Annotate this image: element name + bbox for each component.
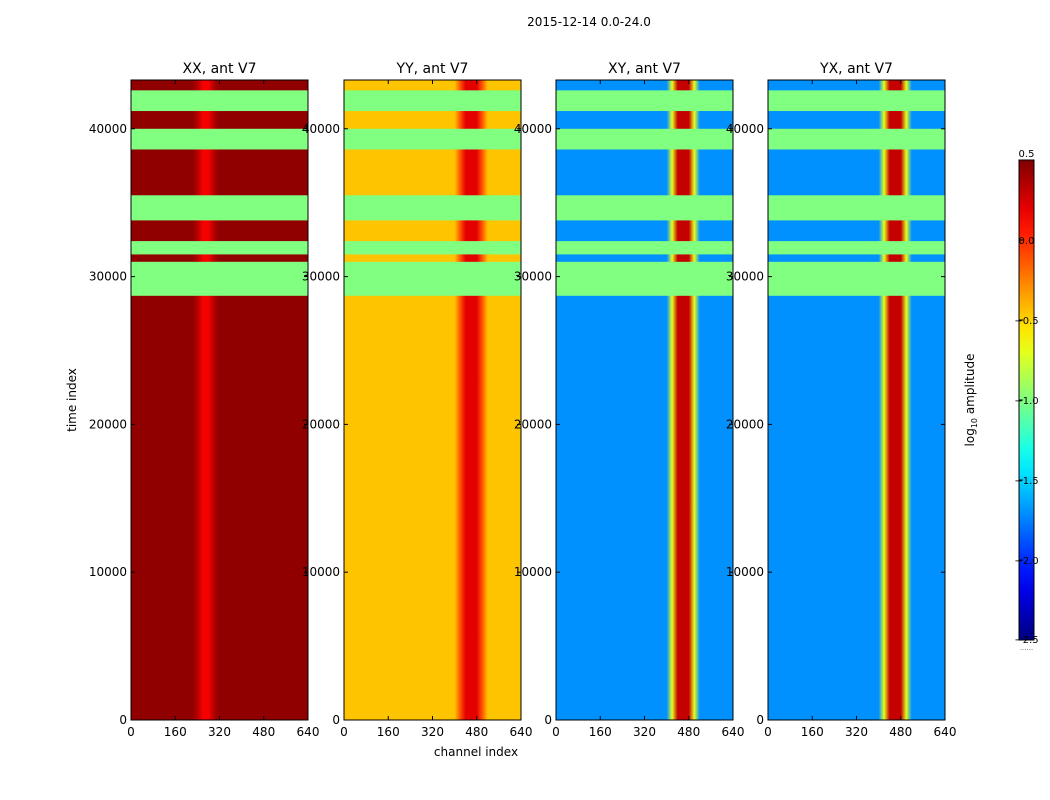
y-tick-label: 20000 xyxy=(89,417,127,431)
flagged-band xyxy=(131,261,308,296)
colorbar-tick-label: −2.0 xyxy=(1014,556,1038,567)
x-tick-label: 640 xyxy=(297,725,320,739)
colorbar-label-prefix: log xyxy=(963,428,977,446)
y-tick-label: 20000 xyxy=(302,417,340,431)
y-axis-label: time index xyxy=(65,368,79,432)
flagged-band xyxy=(556,195,733,221)
colorbar-label-sub: 10 xyxy=(970,418,979,428)
y-tick-label: 30000 xyxy=(514,270,552,284)
heatmap-body xyxy=(344,80,521,720)
flagged-band xyxy=(768,261,945,296)
flagged-band xyxy=(768,128,945,150)
panel-title: YX, ant V7 xyxy=(819,61,893,77)
x-tick-label: 480 xyxy=(465,725,488,739)
panel-0: XX, ant V7 0 160 320 480 640 0 10000 20000 30000 4… xyxy=(89,61,320,739)
y-tick-label: 20000 xyxy=(514,417,552,431)
y-tick-label: 40000 xyxy=(514,122,552,136)
colorbar-tick-label: 0.5 xyxy=(1019,149,1035,160)
x-tick-label: 640 xyxy=(722,725,745,739)
y-tick-label: 10000 xyxy=(302,565,340,579)
flagged-band xyxy=(131,195,308,221)
panel-1: YY, ant V7 0 160 320 480 640 0 10000 20000 30000 4… xyxy=(302,61,533,739)
x-tick-label: 320 xyxy=(421,725,444,739)
panel-title: YY, ant V7 xyxy=(396,61,469,77)
colorbar-footer: ...... xyxy=(1020,644,1033,652)
colorbar-tick-label: 0.0 xyxy=(1019,236,1035,247)
colorbar-label: log10 amplitude xyxy=(963,354,979,447)
x-tick-label: 640 xyxy=(934,725,957,739)
heatmap-body xyxy=(556,80,733,720)
y-tick-label: 0 xyxy=(756,713,764,727)
x-tick-label: 160 xyxy=(164,725,187,739)
flagged-band xyxy=(131,241,308,255)
x-tick-label: 0 xyxy=(340,725,348,739)
panel-title: XX, ant V7 xyxy=(183,61,257,77)
y-tick-label: 40000 xyxy=(89,122,127,136)
heatmap-body xyxy=(131,80,308,720)
x-tick-label: 160 xyxy=(589,725,612,739)
flagged-band xyxy=(556,90,733,112)
x-tick-label: 320 xyxy=(633,725,656,739)
colorbar-tick-label: −2.5 xyxy=(1014,635,1038,646)
x-tick-label: 0 xyxy=(552,725,560,739)
y-tick-label: 40000 xyxy=(302,122,340,136)
y-tick-label: 0 xyxy=(332,713,340,727)
y-tick-label: 0 xyxy=(544,713,552,727)
flagged-band xyxy=(344,90,521,112)
flagged-band xyxy=(768,195,945,221)
colorbar: 0.5 0.0 −0.5 −1.0 −1.5 −2.0 −2.5...... xyxy=(1014,149,1038,652)
y-tick-label: 10000 xyxy=(89,565,127,579)
flagged-band xyxy=(344,128,521,150)
flagged-band xyxy=(131,128,308,150)
panel-3: YX, ant V7 0 160 320 480 640 0 10000 20000 30000 4… xyxy=(726,61,957,739)
x-tick-label: 640 xyxy=(510,725,533,739)
colorbar-tick-label: −1.5 xyxy=(1014,476,1038,487)
y-tick-label: 30000 xyxy=(726,270,764,284)
y-tick-label: 30000 xyxy=(89,270,127,284)
flagged-band xyxy=(344,195,521,221)
x-tick-label: 0 xyxy=(127,725,135,739)
flagged-band xyxy=(131,90,308,112)
y-tick-label: 40000 xyxy=(726,122,764,136)
x-axis-label: channel index xyxy=(434,745,518,759)
panel-2: XY, ant V7 0 160 320 480 640 0 10000 20000 30000 4… xyxy=(514,61,745,739)
y-tick-label: 30000 xyxy=(302,270,340,284)
panel-title: XY, ant V7 xyxy=(608,61,681,77)
x-tick-label: 320 xyxy=(845,725,868,739)
colorbar-label-suffix: amplitude xyxy=(963,354,977,418)
flagged-band xyxy=(344,241,521,255)
y-tick-label: 0 xyxy=(119,713,127,727)
x-tick-label: 480 xyxy=(889,725,912,739)
y-tick-label: 20000 xyxy=(726,417,764,431)
x-tick-label: 480 xyxy=(677,725,700,739)
flagged-band xyxy=(556,128,733,150)
y-tick-label: 10000 xyxy=(726,565,764,579)
x-tick-label: 160 xyxy=(377,725,400,739)
figure-suptitle: 2015-12-14 0.0-24.0 xyxy=(527,15,651,29)
flagged-band xyxy=(768,241,945,255)
x-tick-label: 320 xyxy=(208,725,231,739)
flagged-band xyxy=(768,90,945,112)
heatmap-body xyxy=(768,80,945,720)
colorbar-tick-label: −1.0 xyxy=(1014,396,1038,407)
flagged-band xyxy=(556,241,733,255)
x-tick-label: 480 xyxy=(252,725,275,739)
flagged-band xyxy=(344,261,521,296)
y-tick-label: 10000 xyxy=(514,565,552,579)
x-tick-label: 160 xyxy=(801,725,824,739)
heatmap-panels: XX, ant V7 0 160 320 480 640 0 10000 20000 30000 4… xyxy=(89,61,957,739)
x-tick-label: 0 xyxy=(764,725,772,739)
colorbar-tick-label: −0.5 xyxy=(1014,316,1038,327)
flagged-band xyxy=(556,261,733,296)
